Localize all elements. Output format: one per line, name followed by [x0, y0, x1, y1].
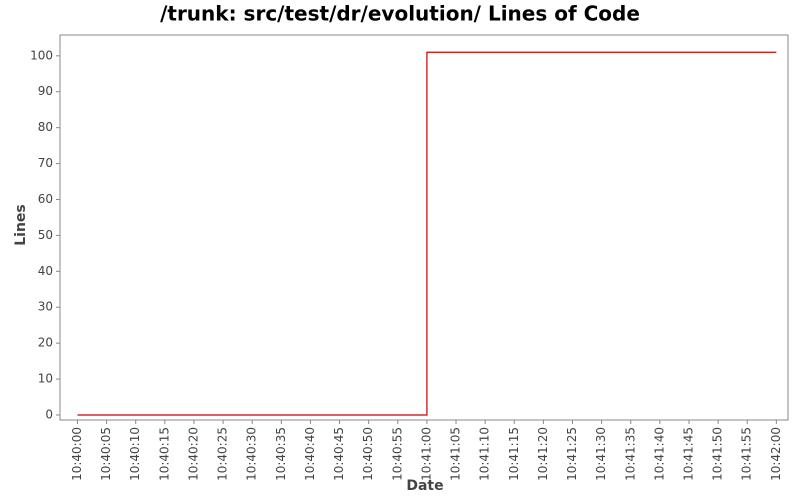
y-tick-label: 100: [30, 48, 53, 62]
x-tick-label: 10:41:00: [419, 427, 433, 481]
y-tick-label: 0: [45, 407, 53, 421]
x-tick-label: 10:40:00: [70, 427, 84, 481]
x-tick-label: 10:41:15: [507, 427, 521, 481]
y-tick-label: 20: [38, 336, 53, 350]
x-tick-label: 10:40:15: [157, 427, 171, 481]
x-tick-label: 10:41:10: [478, 427, 492, 481]
x-tick-label: 10:40:30: [245, 427, 259, 481]
y-tick-label: 80: [38, 120, 53, 134]
y-tick-label: 30: [38, 300, 53, 314]
line: [77, 51, 777, 416]
x-tick-label: 10:40:05: [99, 427, 113, 481]
y-tick-label: 40: [38, 264, 53, 278]
chart-title: /trunk: src/test/dr/evolution/ Lines of …: [160, 2, 640, 26]
x-tick-label: 10:41:25: [565, 427, 579, 481]
y-tick-label: 10: [38, 372, 53, 386]
y-tick-label: 70: [38, 156, 53, 170]
x-tick-label: 10:40:20: [186, 427, 200, 481]
x-tick-label: 10:40:55: [390, 427, 404, 481]
y-axis-title: Lines: [13, 204, 29, 246]
x-tick-label: 10:41:05: [449, 427, 463, 481]
x-tick-label: 10:41:30: [594, 427, 608, 481]
y-tick-label: 90: [38, 84, 53, 98]
x-axis-title: Date: [406, 478, 443, 494]
x-tick-label: 10:41:45: [681, 427, 695, 481]
x-tick-label: 10:40:25: [216, 427, 230, 481]
x-tick-label: 10:40:10: [128, 427, 142, 481]
plot-area: [59, 34, 789, 421]
x-tick-label: 10:42:00: [769, 427, 783, 481]
x-tick-label: 10:41:35: [623, 427, 637, 481]
y-tick-label: 60: [38, 192, 53, 206]
y-tick-label: 50: [38, 228, 53, 242]
x-tick-label: 10:40:50: [361, 427, 375, 481]
x-tick-label: 10:41:20: [536, 427, 550, 481]
x-tick-label: 10:40:45: [332, 427, 346, 481]
x-tick-label: 10:41:55: [740, 427, 754, 481]
x-tick-label: 10:41:50: [711, 427, 725, 481]
x-tick-label: 10:41:40: [652, 427, 666, 481]
x-tick-label: 10:40:40: [303, 427, 317, 481]
x-tick-label: 10:40:35: [274, 427, 288, 481]
